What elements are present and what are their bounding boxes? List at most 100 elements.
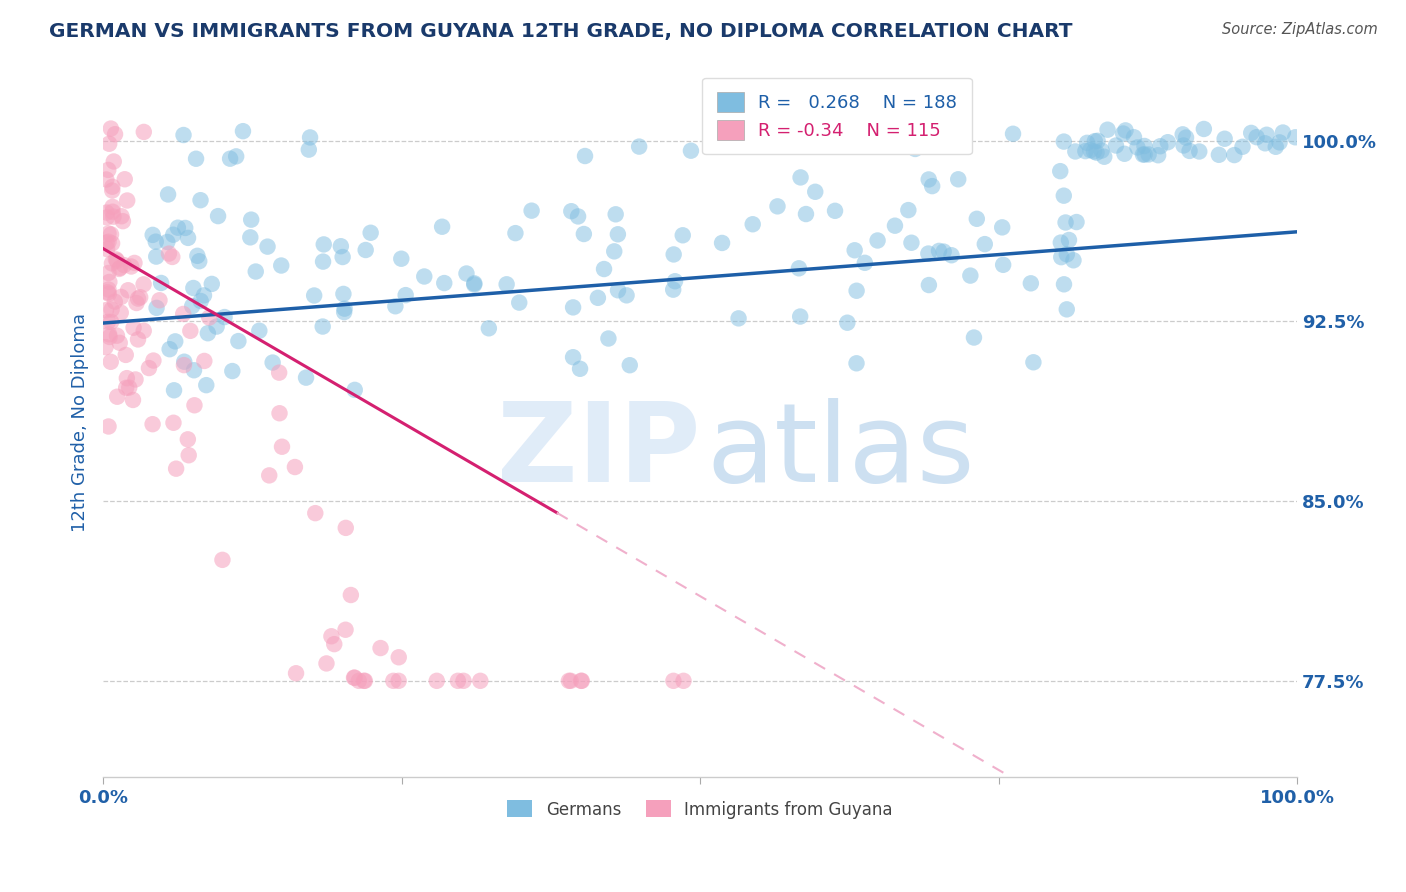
Point bbox=[505, 226, 527, 240]
Point bbox=[225, 149, 247, 163]
Point bbox=[558, 673, 581, 688]
Point bbox=[562, 301, 585, 315]
Point bbox=[991, 258, 1014, 272]
Point bbox=[100, 227, 122, 242]
Point bbox=[520, 203, 543, 218]
Point bbox=[572, 227, 595, 241]
Point bbox=[207, 209, 229, 223]
Point bbox=[115, 381, 138, 395]
Point bbox=[97, 283, 120, 297]
Point bbox=[271, 440, 294, 454]
Point bbox=[115, 371, 138, 385]
Point bbox=[285, 666, 308, 681]
Point bbox=[811, 134, 834, 148]
Point bbox=[150, 276, 173, 290]
Point bbox=[127, 333, 149, 347]
Point bbox=[1246, 130, 1268, 145]
Point bbox=[948, 172, 970, 186]
Point bbox=[711, 235, 734, 250]
Point bbox=[603, 244, 626, 259]
Point bbox=[197, 326, 219, 341]
Point bbox=[299, 130, 322, 145]
Point bbox=[104, 252, 127, 267]
Point bbox=[97, 162, 120, 177]
Point bbox=[96, 235, 118, 250]
Point bbox=[105, 390, 128, 404]
Point bbox=[110, 290, 132, 304]
Point bbox=[662, 247, 685, 261]
Point bbox=[129, 290, 152, 304]
Point bbox=[97, 285, 120, 300]
Point bbox=[1049, 164, 1071, 178]
Point bbox=[1050, 250, 1073, 264]
Point bbox=[845, 356, 868, 370]
Point bbox=[605, 207, 627, 221]
Point bbox=[101, 256, 124, 270]
Point bbox=[1123, 130, 1146, 145]
Point bbox=[114, 172, 136, 186]
Point bbox=[96, 205, 118, 219]
Point bbox=[181, 299, 204, 313]
Point bbox=[353, 673, 375, 688]
Point bbox=[122, 320, 145, 334]
Point bbox=[741, 217, 763, 231]
Point bbox=[794, 207, 817, 221]
Point bbox=[1115, 123, 1137, 137]
Point bbox=[163, 384, 186, 398]
Point bbox=[1157, 135, 1180, 149]
Point bbox=[173, 358, 195, 372]
Point bbox=[1232, 140, 1254, 154]
Point bbox=[96, 242, 118, 256]
Point bbox=[1083, 145, 1105, 159]
Point bbox=[628, 139, 651, 153]
Point bbox=[221, 364, 243, 378]
Point bbox=[100, 315, 122, 329]
Point bbox=[789, 310, 811, 324]
Point bbox=[329, 239, 352, 253]
Point bbox=[240, 212, 263, 227]
Point bbox=[132, 277, 155, 292]
Point bbox=[105, 328, 128, 343]
Point bbox=[174, 221, 197, 235]
Point bbox=[991, 220, 1014, 235]
Point bbox=[837, 316, 859, 330]
Point bbox=[179, 324, 201, 338]
Point bbox=[214, 310, 236, 324]
Point bbox=[245, 264, 267, 278]
Point bbox=[1133, 139, 1156, 153]
Point bbox=[1178, 144, 1201, 158]
Point bbox=[115, 194, 138, 208]
Point bbox=[173, 128, 195, 142]
Point bbox=[108, 335, 131, 350]
Point bbox=[824, 203, 846, 218]
Point bbox=[1066, 215, 1088, 229]
Point bbox=[157, 187, 180, 202]
Point bbox=[145, 235, 167, 249]
Point bbox=[384, 299, 406, 313]
Point bbox=[727, 311, 749, 326]
Point bbox=[789, 170, 811, 185]
Point bbox=[142, 417, 165, 432]
Point bbox=[1076, 136, 1098, 150]
Point bbox=[963, 330, 986, 344]
Point bbox=[598, 331, 620, 345]
Point bbox=[193, 288, 215, 302]
Point bbox=[569, 673, 592, 688]
Point bbox=[664, 274, 686, 288]
Point bbox=[124, 372, 146, 386]
Point bbox=[100, 121, 122, 136]
Point bbox=[897, 203, 920, 218]
Point bbox=[447, 673, 470, 688]
Point bbox=[343, 671, 366, 685]
Point bbox=[389, 252, 412, 266]
Point bbox=[315, 657, 337, 671]
Point bbox=[495, 277, 517, 292]
Point bbox=[114, 348, 136, 362]
Point bbox=[456, 267, 478, 281]
Point bbox=[148, 293, 170, 308]
Point bbox=[1240, 126, 1263, 140]
Point bbox=[1053, 135, 1076, 149]
Point bbox=[734, 128, 756, 142]
Point bbox=[145, 301, 167, 315]
Point bbox=[571, 673, 593, 688]
